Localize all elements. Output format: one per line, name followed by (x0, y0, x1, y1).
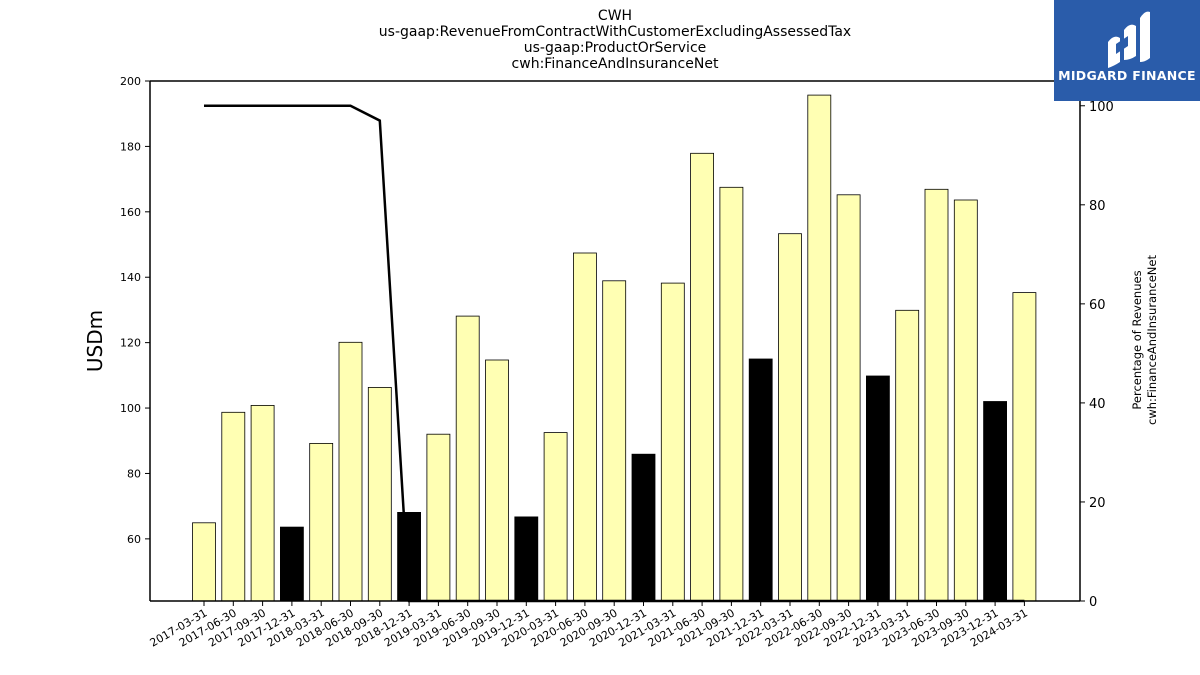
left-tick-label-140: 140 (120, 271, 141, 284)
left-tick-label-120: 120 (120, 337, 141, 350)
y-axis-label-right-line1: Percentage of Revenues (1130, 270, 1144, 409)
left-tick-label-180: 180 (120, 140, 141, 153)
bar-2020-12-31 (631, 453, 656, 602)
chart-subtitle-axis: us-gaap:ProductOrService (523, 40, 707, 56)
bar-2019-09-30 (485, 359, 509, 602)
bar-2018-09-30 (367, 386, 392, 602)
bar-2020-06-30 (573, 252, 597, 602)
bar-2023-09-30 (953, 199, 978, 602)
bar-2020-03-31 (543, 432, 568, 602)
bar-2023-03-31 (895, 309, 920, 602)
bar-2021-03-31 (660, 282, 685, 602)
bar-2022-03-31 (778, 233, 802, 602)
bar-2021-09-30 (719, 186, 744, 602)
bar-2017-12-31 (279, 526, 304, 602)
bar-2021-12-31 (748, 358, 773, 602)
bar-2019-12-31 (514, 516, 539, 602)
bar-2022-09-30 (836, 194, 861, 602)
right-tick-label-40: 40 (1089, 397, 1106, 412)
right-tick-label-80: 80 (1089, 199, 1106, 214)
bar-2020-09-30 (602, 280, 627, 602)
right-tick-label-0: 0 (1089, 595, 1097, 610)
y-axis-label-left: USDm (83, 310, 107, 372)
bar-2024-03-31 (1012, 292, 1037, 602)
bar-2019-03-31 (426, 433, 451, 602)
bar-2019-06-30 (455, 315, 480, 602)
bar-2017-09-30 (250, 404, 275, 602)
chart-subtitle-concept: us-gaap:RevenueFromContractWithCustomerE… (378, 24, 852, 40)
left-tick-label-100: 100 (120, 402, 141, 415)
bar-2018-03-31 (309, 442, 334, 602)
logo-text: MIDGARD FINANCE (1058, 68, 1196, 83)
left-tick-label-160: 160 (120, 206, 141, 219)
bar-2021-06-30 (690, 152, 714, 602)
bar-2023-06-30 (924, 188, 949, 602)
bar-2023-12-31 (983, 401, 1007, 602)
left-tick-label-80: 80 (127, 467, 141, 480)
chart-title: CWH (597, 8, 633, 24)
left-tick-label-60: 60 (127, 533, 141, 546)
bar-2018-06-30 (338, 341, 363, 602)
bar-2017-03-31 (192, 522, 216, 602)
bar-2022-06-30 (807, 94, 832, 602)
right-tick-label-100: 100 (1089, 100, 1114, 115)
chart-subtitle-member: cwh:FinanceAndInsuranceNet (511, 56, 719, 72)
right-tick-label-20: 20 (1089, 496, 1106, 511)
right-tick-label-60: 60 (1089, 298, 1106, 313)
y-axis-label-right-line2: cwh:FinanceAndInsuranceNet (1145, 255, 1159, 425)
bar-2022-12-31 (866, 375, 890, 602)
midgard-logo-icon (1108, 11, 1150, 68)
left-tick-label-200: 200 (120, 75, 141, 88)
bar-2017-06-30 (221, 411, 246, 602)
midgard-finance-logo: MIDGARD FINANCE (1054, 0, 1200, 101)
